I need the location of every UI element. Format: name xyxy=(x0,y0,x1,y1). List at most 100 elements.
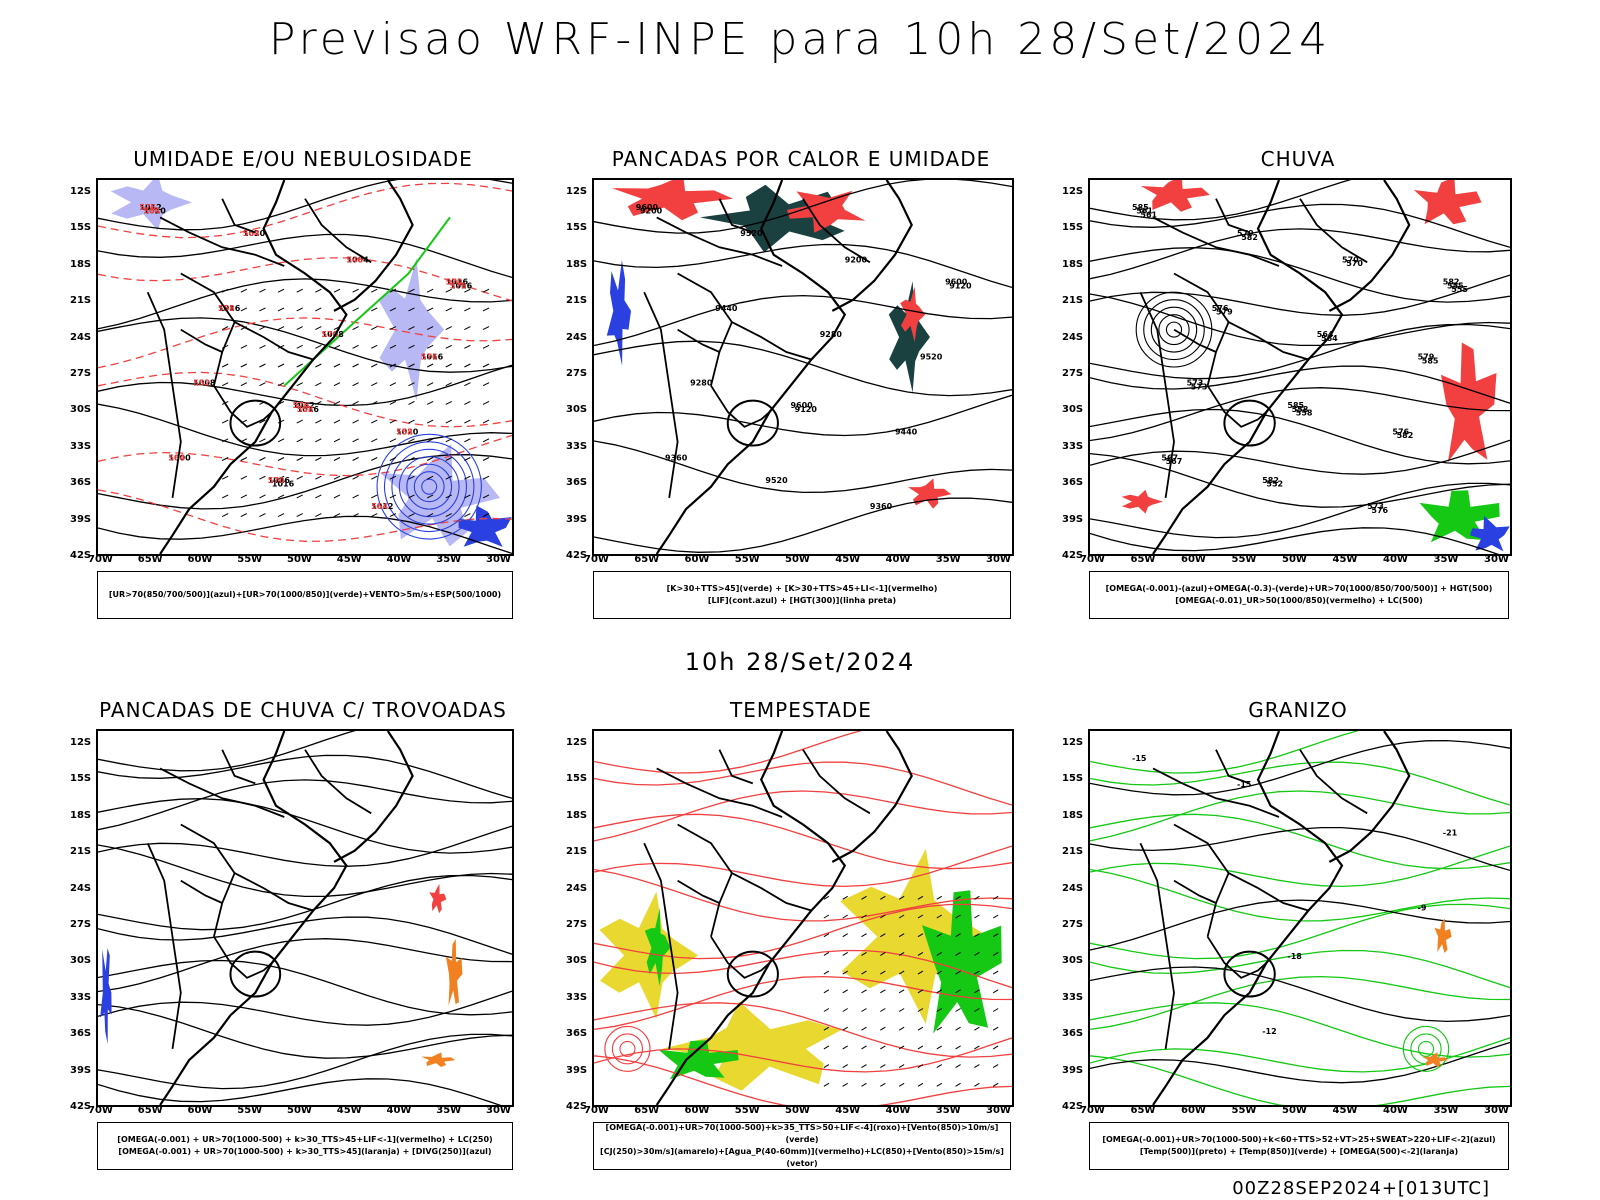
wind-area xyxy=(922,890,1002,1034)
wind-vector xyxy=(408,419,415,424)
omega-area xyxy=(1434,918,1452,953)
thickness-contour xyxy=(98,434,512,477)
pressure-label: 1008 xyxy=(322,330,345,339)
lat-tick-label: 39S xyxy=(70,1064,92,1076)
wind-vector xyxy=(259,438,266,443)
panel-title-umidade: UMIDADE E/OU NEBULOSIDADE xyxy=(133,147,473,171)
height-label: 9520 xyxy=(765,476,788,485)
map-umidade[interactable]: 1012 1012 1016 1016 1016 1020 1020 1016 1012 1008… xyxy=(96,178,514,556)
height-label: 9440 xyxy=(895,427,918,436)
lat-tick-label: 18S xyxy=(1062,809,1084,821)
wind-vector xyxy=(389,382,397,387)
pressure-label: 1016 xyxy=(218,304,241,313)
border-line xyxy=(677,272,733,386)
pressure-contour xyxy=(98,364,512,407)
wind-vector xyxy=(464,494,471,499)
wind-vector xyxy=(898,989,905,994)
height-label: 579 xyxy=(1418,353,1435,362)
thickness-label: 570 xyxy=(446,278,463,287)
lat-tick-label: 12S xyxy=(70,737,92,748)
wind-vector xyxy=(445,475,452,480)
map-pancadas-calor[interactable]: 9600 9600 9600 9520 9520 9520 9440 9440 9360 9280… xyxy=(592,178,1014,556)
wind-vector xyxy=(426,344,434,349)
wind-vector xyxy=(240,457,248,461)
border-line xyxy=(221,749,256,785)
lon-tick-label: 45W xyxy=(835,1105,861,1116)
temp-500-contour xyxy=(1090,899,1510,951)
wind-vector xyxy=(880,989,886,994)
wind-vector xyxy=(408,382,415,387)
wind-vector xyxy=(259,288,266,293)
wind-vector xyxy=(482,344,490,349)
lat-tick-label: 36S xyxy=(1062,477,1084,489)
border-line xyxy=(213,385,273,428)
wind-vector xyxy=(315,494,322,499)
lon-tick-label: 65W xyxy=(137,554,163,565)
thickness-label: 564 xyxy=(168,454,185,463)
height-contour xyxy=(1090,180,1352,221)
wind-vector xyxy=(389,307,397,312)
border-line xyxy=(146,842,182,1050)
coastline xyxy=(1328,731,1411,863)
height-label: 582 xyxy=(1241,233,1258,242)
wind-vector xyxy=(992,1082,999,1087)
wind-vector xyxy=(221,382,229,387)
wind-vector xyxy=(880,951,886,956)
wind-vector xyxy=(408,307,415,312)
wind-vector xyxy=(482,382,490,387)
lon-tick-label: 30W xyxy=(486,1105,511,1116)
height-label: 585 xyxy=(1287,401,1304,410)
legend-line-1: [OMEGA(-0.001) + UR>70(1000-500) + k>30_… xyxy=(117,1135,493,1144)
wind-vector xyxy=(842,951,848,956)
wind-vector xyxy=(955,1026,961,1031)
wind-vector xyxy=(917,914,924,919)
streamline xyxy=(594,1055,1012,1105)
height-contour xyxy=(1090,203,1510,248)
lon-tick-label: 60W xyxy=(187,1105,213,1116)
map-granizo[interactable]: -15 -18 -21 -12 -9 -15 xyxy=(1088,729,1512,1107)
coastline xyxy=(655,731,847,1105)
coastline xyxy=(159,731,348,1105)
wind-vector xyxy=(464,307,471,312)
wind-vector xyxy=(936,970,943,975)
wind-vector xyxy=(445,307,452,312)
streamline xyxy=(619,1040,636,1057)
temp-850-contour xyxy=(1090,975,1510,1031)
wind-vector xyxy=(333,344,341,349)
height-label: 573 xyxy=(1367,502,1384,511)
wind-vector xyxy=(482,326,490,331)
wind-vector xyxy=(445,438,452,443)
border-line xyxy=(710,936,771,979)
lat-tick-label: 36S xyxy=(566,477,588,489)
wind-vector xyxy=(221,326,229,331)
lat-tick-label: 39S xyxy=(566,1064,588,1076)
height-label: 9440 xyxy=(715,304,738,313)
thickness-label: 546 xyxy=(346,255,363,264)
lat-tick-label: 33S xyxy=(566,991,588,1003)
coastline xyxy=(1152,180,1344,554)
streamline xyxy=(594,1002,1012,1058)
wind-vector xyxy=(936,933,943,938)
jet-area xyxy=(661,1001,842,1091)
height-contour xyxy=(594,294,1012,347)
wind-vector xyxy=(880,970,886,975)
wind-vector xyxy=(464,326,471,331)
lat-tick-label: 15S xyxy=(70,222,92,234)
map-tempestade[interactable] xyxy=(592,729,1014,1107)
border-line xyxy=(677,879,720,904)
map-trovoadas[interactable] xyxy=(96,729,514,1107)
thickness-label: 576 xyxy=(293,401,310,410)
height-label: 9600 xyxy=(945,278,968,287)
temp-850-contour xyxy=(1090,949,1510,989)
wind-vector xyxy=(464,363,471,368)
lat-tick-label: 12S xyxy=(566,737,588,748)
pressure-contour xyxy=(98,180,512,231)
wind-vector xyxy=(917,989,924,994)
lat-tick-label: 30S xyxy=(1062,404,1084,416)
lon-tick-label: 60W xyxy=(187,554,213,565)
wind-vector xyxy=(823,1026,830,1031)
wind-vector xyxy=(992,1064,999,1069)
wind-vector xyxy=(823,1082,830,1087)
panel-title-trovoadas: PANCADAS DE CHUVA C/ TROVOADAS xyxy=(99,698,507,722)
map-chuva[interactable]: 585 585 582 582 579 579 576 576 573 573 570 567 564 5… xyxy=(1088,178,1512,556)
